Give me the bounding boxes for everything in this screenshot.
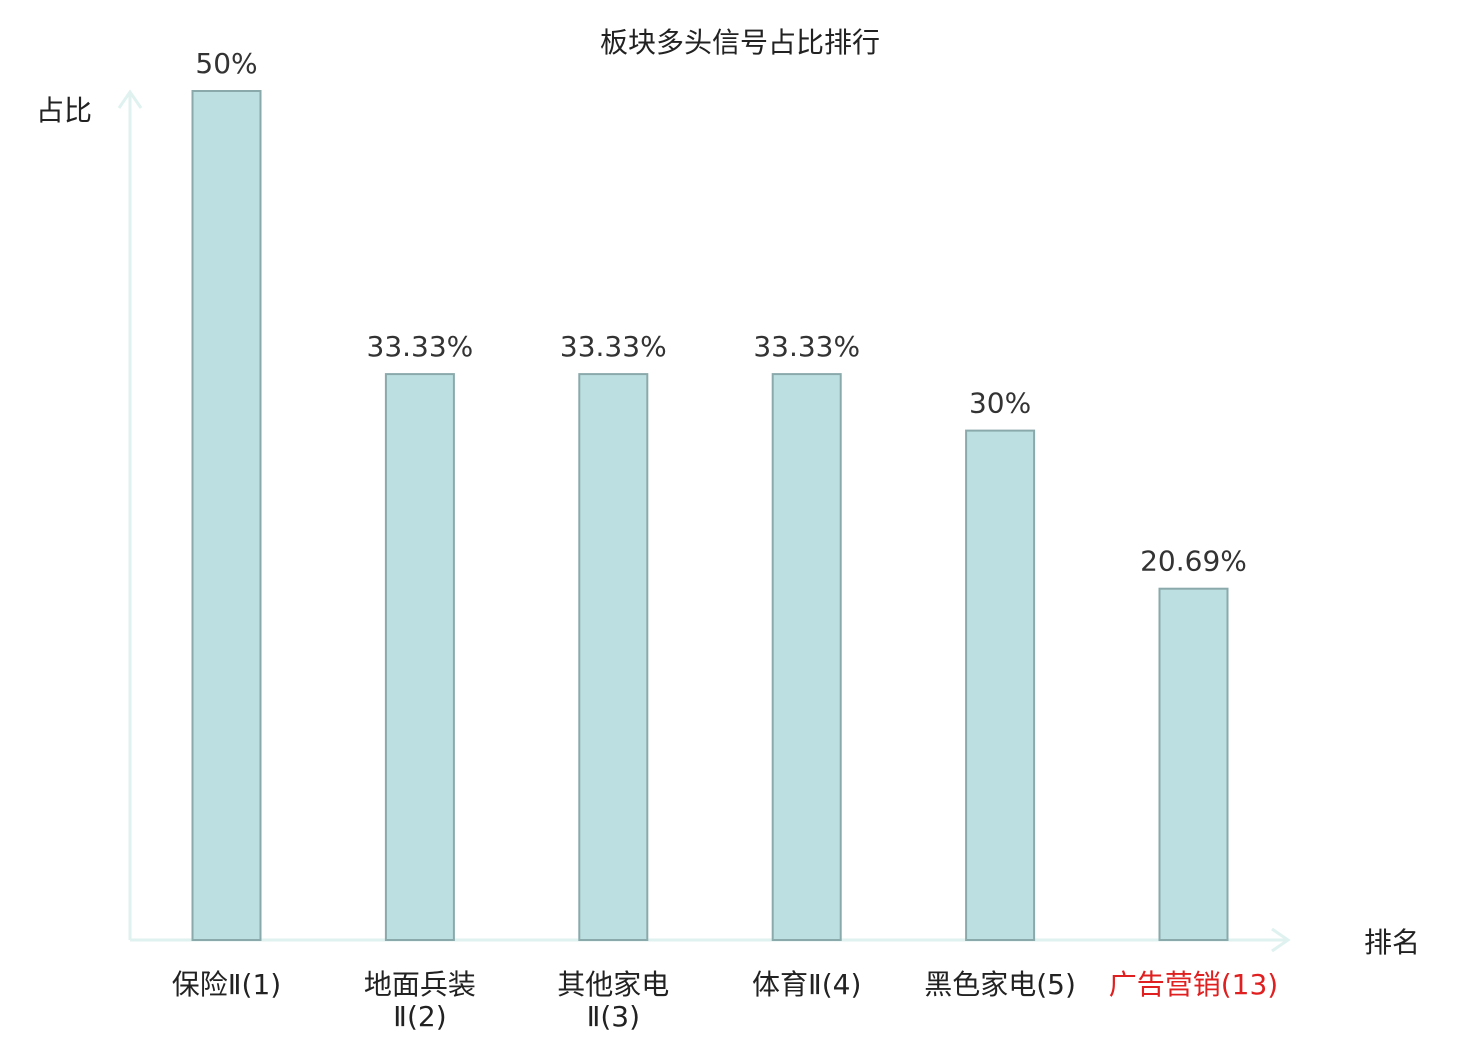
chart-title: 板块多头信号占比排行 bbox=[600, 26, 880, 59]
y-axis-label: 占比 bbox=[36, 94, 92, 127]
bar-1 bbox=[191, 90, 262, 941]
bar-4 bbox=[771, 373, 842, 942]
value-label-4: 33.33% bbox=[753, 330, 860, 363]
bar-group bbox=[191, 90, 1229, 942]
category-label-6: 广告营销(13) bbox=[1109, 968, 1278, 1001]
x-axis-label: 排名 bbox=[1364, 926, 1420, 959]
category-label-2-line-2: Ⅱ(2) bbox=[393, 1000, 446, 1033]
bar-3 bbox=[578, 373, 649, 942]
y-axis-arrow bbox=[117, 89, 143, 109]
category-label-3-line-1: 其他家电 bbox=[557, 968, 669, 1001]
category-label-4: 体育Ⅱ(4) bbox=[752, 968, 861, 1001]
bar-5 bbox=[965, 429, 1036, 941]
bar-6 bbox=[1158, 587, 1229, 941]
category-label-5: 黑色家电(5) bbox=[924, 968, 1076, 1001]
bar-2 bbox=[384, 373, 455, 942]
category-label-2-line-1: 地面兵装 bbox=[364, 968, 476, 1001]
x-axis-arrow bbox=[1271, 927, 1291, 953]
value-label-6: 20.69% bbox=[1140, 545, 1247, 578]
category-label-3-line-2: Ⅱ(3) bbox=[587, 1000, 640, 1033]
value-label-2: 33.33% bbox=[367, 330, 474, 363]
value-label-group: 50% 33.33% 33.33% 33.33% 30% 20.69% bbox=[195, 47, 1247, 578]
value-label-5: 30% bbox=[969, 387, 1031, 420]
category-label-1: 保险Ⅱ(1) bbox=[172, 968, 281, 1001]
value-label-1: 50% bbox=[195, 47, 257, 80]
value-label-3: 33.33% bbox=[560, 330, 667, 363]
